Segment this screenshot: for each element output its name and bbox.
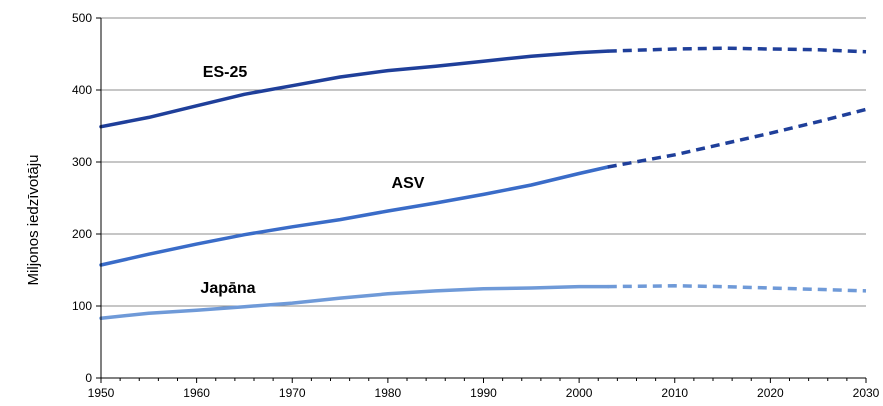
x-tick-label: 2000 [566,386,593,400]
y-tick-label: 200 [72,227,92,241]
series-japna-projected-line [607,284,867,293]
series-label-asv: ASV [392,175,425,192]
y-tick-label: 0 [85,371,92,385]
y-tick-label: 400 [72,83,92,97]
series-labels: ES-25 ASV Japāna [200,64,424,297]
series-lines [99,46,867,320]
series-label-es25: ES-25 [203,64,248,81]
x-tick-label: 1980 [375,386,402,400]
series-asv-actual-line [99,165,610,267]
series-es25-actual-line [99,49,610,129]
axes: 0 100 200 300 400 500 1950 1960 1970 1980 1990 2000… [72,11,880,400]
y-tick-label: 100 [72,299,92,313]
x-tick-label: 2010 [661,386,688,400]
series-es25-projected-line [607,46,867,54]
y-tick-label: 500 [72,11,92,25]
series-asv-projected-line [607,107,867,169]
y-axis-title: Miljonos iedzīvotāju [25,155,42,286]
x-tick-label: 1970 [279,386,306,400]
grid-lines [101,17,866,307]
x-tick-label: 1950 [88,386,115,400]
x-tick-label: 2020 [757,386,784,400]
series-label-japana: Japāna [200,280,255,297]
x-tick-label: 2030 [853,386,880,400]
x-tick-label: 1990 [470,386,497,400]
y-tick-label: 300 [72,155,92,169]
x-tick-label: 1960 [183,386,210,400]
series-japna-actual-line [99,284,610,320]
